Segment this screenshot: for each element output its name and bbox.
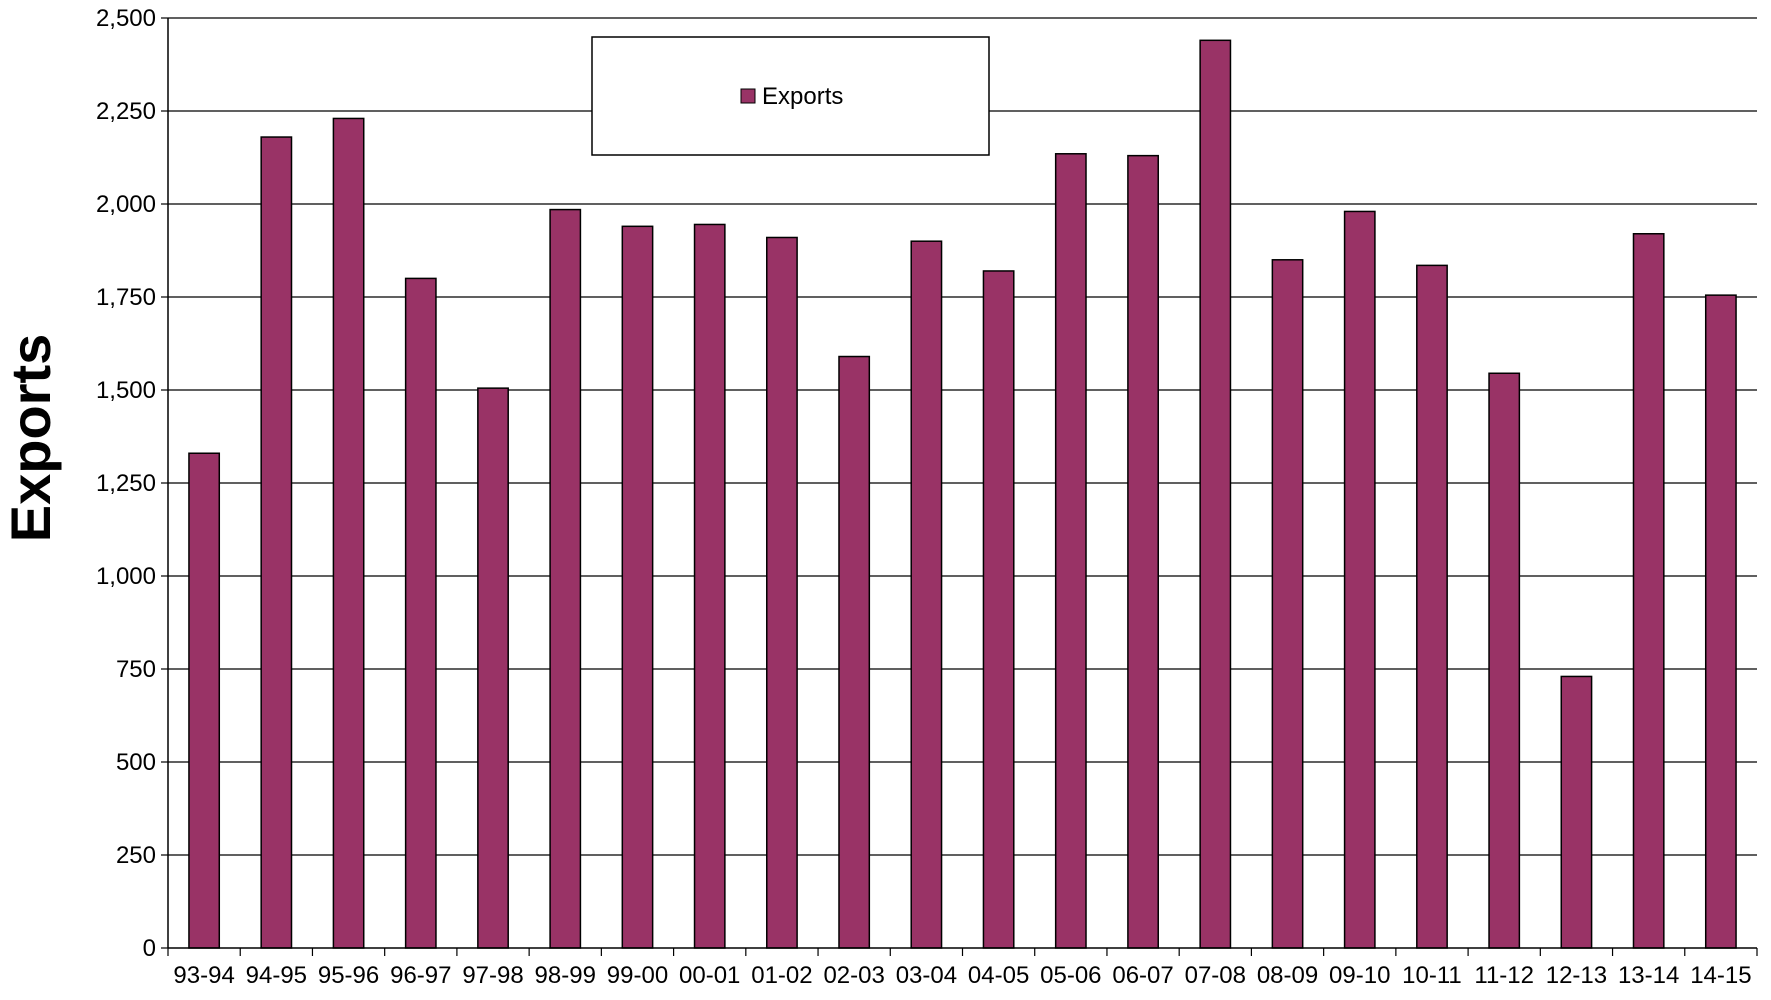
y-tick-label: 0 bbox=[143, 935, 156, 962]
bar-14-15 bbox=[1704, 294, 1737, 949]
bar-93-94 bbox=[188, 452, 221, 949]
x-tick-label: 95-96 bbox=[318, 962, 379, 989]
y-tick-label: 1,250 bbox=[96, 470, 156, 497]
bar-99-00 bbox=[621, 225, 654, 949]
bar-98-99 bbox=[549, 208, 582, 949]
x-tick-label: 05-06 bbox=[1040, 962, 1101, 989]
x-tick-label: 03-04 bbox=[896, 962, 957, 989]
bar-13-14 bbox=[1632, 233, 1665, 949]
bar-05-06 bbox=[1054, 153, 1087, 949]
x-tick-label: 00-01 bbox=[679, 962, 740, 989]
x-tick-label: 97-98 bbox=[462, 962, 523, 989]
y-tick-label: 2,500 bbox=[96, 5, 156, 32]
x-tick-label: 01-02 bbox=[751, 962, 812, 989]
x-tick-label: 06-07 bbox=[1112, 962, 1173, 989]
y-tick-label: 1,750 bbox=[96, 284, 156, 311]
legend-box bbox=[591, 36, 990, 156]
legend-swatch bbox=[740, 88, 756, 104]
x-tick-labels: 93-94 94-95 95-96 96-97 97-98 98-99 99-00 00-01… bbox=[173, 962, 1751, 989]
x-tick-label: 11-12 bbox=[1474, 962, 1534, 989]
bar-01-02 bbox=[766, 236, 798, 949]
bar-94-95 bbox=[260, 136, 293, 949]
x-tick-label: 02-03 bbox=[823, 962, 884, 989]
axes bbox=[161, 17, 1758, 956]
x-tick-label: 07-08 bbox=[1185, 962, 1246, 989]
bar-97-98 bbox=[477, 387, 509, 949]
bar-07-08 bbox=[1199, 39, 1232, 949]
bar-02-03 bbox=[838, 355, 871, 949]
bar-06-07 bbox=[1127, 154, 1159, 949]
x-tick-label: 13-14 bbox=[1618, 962, 1679, 989]
y-axis-title: Exports bbox=[0, 334, 62, 543]
bars bbox=[188, 39, 1737, 949]
bar-03-04 bbox=[910, 240, 943, 949]
bar-12-13 bbox=[1560, 675, 1593, 949]
legend-label-exports: Exports bbox=[762, 83, 843, 110]
bar-10-11 bbox=[1416, 264, 1448, 949]
bar-09-10 bbox=[1343, 210, 1376, 949]
y-tick-label: 2,000 bbox=[96, 191, 156, 218]
x-tick-label: 09-10 bbox=[1329, 962, 1390, 989]
bar-96-97 bbox=[404, 277, 437, 949]
x-tick-label: 94-95 bbox=[246, 962, 307, 989]
bar-00-01 bbox=[693, 223, 726, 949]
bar-04-05 bbox=[982, 270, 1015, 949]
bar-08-09 bbox=[1271, 259, 1304, 949]
bar-95-96 bbox=[332, 117, 365, 949]
x-tick-label: 04-05 bbox=[968, 962, 1029, 989]
x-tick-label: 98-99 bbox=[535, 962, 596, 989]
y-tick-label: 250 bbox=[116, 842, 156, 869]
x-tick-label: 99-00 bbox=[607, 962, 668, 989]
y-tick-labels: 0 250 500 750 1,000 1,250 1,500 1,750 2,000 2,250… bbox=[96, 5, 156, 962]
y-tick-label: 1,500 bbox=[96, 377, 156, 404]
x-tick-label: 14-15 bbox=[1690, 962, 1751, 989]
legend: Exports bbox=[591, 36, 990, 156]
bar-11-12 bbox=[1488, 372, 1521, 949]
y-tick-label: 1,000 bbox=[96, 563, 156, 590]
x-tick-label: 96-97 bbox=[390, 962, 451, 989]
y-tick-label: 500 bbox=[116, 749, 156, 776]
x-tick-label: 08-09 bbox=[1257, 962, 1318, 989]
x-tick-label: 12-13 bbox=[1546, 962, 1607, 989]
x-tick-label: 10-11 bbox=[1402, 962, 1462, 989]
y-tick-label: 2,250 bbox=[96, 98, 156, 125]
y-tick-label: 750 bbox=[116, 656, 156, 683]
x-tick-label: 93-94 bbox=[173, 962, 234, 989]
